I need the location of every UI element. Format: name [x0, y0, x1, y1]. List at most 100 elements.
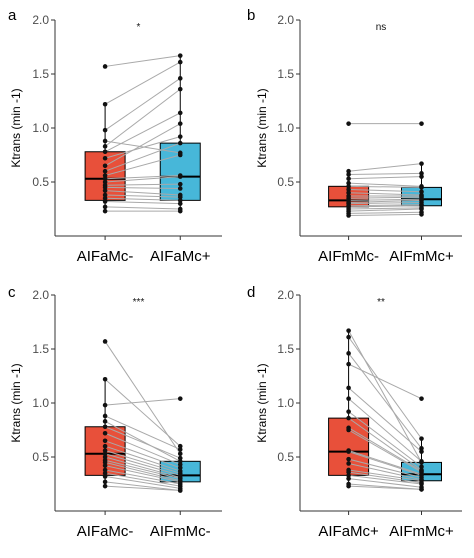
point-a-left-8 — [102, 168, 108, 174]
point-a-left-13 — [102, 185, 108, 190]
y-tick-label-b-2: 1.5 — [277, 67, 294, 81]
y-tick-label-a-0: 0.5 — [32, 175, 49, 189]
point-d-right-1 — [419, 436, 424, 441]
point-d-right-3 — [419, 396, 424, 401]
x-tick-label-d-1: AIFmMc+ — [389, 523, 454, 540]
y-tick-label-a-3: 2.0 — [32, 13, 49, 27]
pair-line-a-15 — [105, 194, 181, 198]
point-a-right-4 — [177, 86, 183, 92]
point-d-left-16 — [346, 473, 351, 478]
point-c-left-5 — [102, 424, 108, 430]
point-b-left-5 — [346, 184, 351, 189]
y-tick-label-b-3: 2.0 — [277, 13, 294, 27]
pair-line-c-12 — [104, 459, 181, 480]
point-a-left-15 — [102, 192, 108, 198]
pair-line-c-5 — [104, 426, 181, 459]
pair-line-a-16 — [105, 197, 181, 201]
point-a-left-19 — [102, 208, 108, 214]
point-a-right-5 — [177, 110, 183, 116]
pair-line-b-3 — [348, 176, 422, 180]
x-tick-label-c-0: AIFaMc- — [77, 523, 134, 540]
point-b-right-1 — [419, 161, 424, 166]
pair-line-c-19 — [105, 485, 181, 491]
point-c-right-6 — [177, 462, 183, 467]
pair-line-b-5 — [348, 185, 422, 188]
pair-line-d-17 — [348, 478, 422, 488]
x-tick-label-d-0: AIFaMc+ — [318, 523, 379, 540]
point-d-left-19 — [346, 483, 351, 489]
y-tick-label-c-0: 0.5 — [32, 450, 49, 464]
point-b-left-4 — [346, 180, 351, 186]
pair-line-b-15 — [348, 207, 422, 210]
point-b-left-0 — [346, 121, 351, 126]
point-c-right-5 — [177, 455, 183, 461]
pair-line-d-4 — [348, 387, 422, 452]
point-a-left-4 — [102, 144, 108, 149]
y-tick-label-b-1: 1.0 — [277, 121, 294, 135]
point-d-left-0 — [346, 328, 351, 333]
y-tick-label-c-2: 1.5 — [32, 342, 49, 356]
point-a-left-11 — [102, 179, 108, 185]
pair-line-a-12 — [105, 183, 181, 186]
point-d-right-19 — [419, 487, 424, 492]
pair-line-c-11 — [104, 456, 181, 479]
pair-line-a-4 — [104, 88, 181, 147]
pair-line-b-1 — [348, 163, 422, 172]
point-b-left-7 — [346, 190, 351, 196]
point-d-right-6 — [419, 464, 424, 470]
point-c-left-19 — [102, 483, 108, 489]
pair-line-d-2 — [348, 353, 422, 449]
point-c-right-4 — [177, 459, 183, 464]
pair-line-c-15 — [105, 469, 181, 485]
y-axis-label-c: Ktrans (min -1) — [9, 363, 23, 442]
point-c-left-6 — [102, 430, 108, 436]
point-a-right-19 — [177, 208, 183, 214]
point-c-right-0 — [177, 451, 183, 457]
pair-line-a-17 — [105, 200, 181, 205]
pair-line-a-8 — [104, 142, 181, 172]
pair-line-b-9 — [348, 196, 422, 199]
point-c-left-13 — [102, 460, 108, 465]
pair-line-c-7 — [104, 440, 181, 469]
point-d-left-2 — [346, 351, 351, 356]
point-c-right-1 — [177, 443, 183, 449]
point-c-left-0 — [102, 339, 108, 344]
point-a-right-13 — [177, 186, 183, 191]
point-d-left-3 — [346, 361, 351, 367]
point-d-left-4 — [346, 385, 351, 391]
significance-label-a: * — [137, 22, 141, 33]
point-a-right-9 — [177, 152, 183, 158]
point-d-left-1 — [346, 334, 351, 340]
point-b-right-18 — [419, 212, 424, 217]
x-tick-label-a-0: AIFaMc- — [77, 248, 134, 265]
significance-label-c: *** — [133, 297, 145, 308]
point-c-right-3 — [177, 447, 183, 452]
point-d-left-15 — [346, 469, 351, 475]
significance-label-d: ** — [377, 297, 385, 308]
pair-line-a-10 — [105, 175, 181, 180]
pair-line-b-13 — [348, 204, 422, 207]
pair-line-b-16 — [348, 208, 422, 212]
point-b-right-6 — [419, 189, 424, 195]
point-a-right-12 — [177, 181, 183, 187]
pair-line-a-14 — [105, 190, 181, 196]
pair-line-c-13 — [104, 461, 181, 482]
pair-line-d-1 — [348, 336, 422, 439]
pair-line-b-17 — [348, 211, 422, 214]
point-c-left-4 — [102, 419, 108, 424]
pair-line-b-4 — [348, 182, 422, 187]
point-c-right-19 — [177, 488, 183, 493]
pair-line-c-9 — [104, 450, 181, 474]
point-b-left-18 — [346, 213, 351, 218]
point-a-right-7 — [177, 121, 183, 126]
x-tick-label-a-1: AIFaMc+ — [150, 248, 211, 265]
significance-label-b: ns — [376, 22, 387, 33]
point-a-left-16 — [102, 195, 108, 201]
point-a-left-0 — [102, 64, 108, 69]
point-c-right-2 — [177, 396, 183, 401]
point-c-left-2 — [102, 402, 108, 408]
pair-line-b-2 — [348, 172, 422, 175]
y-tick-label-d-0: 0.5 — [277, 450, 294, 464]
pair-line-b-7 — [348, 192, 422, 196]
pair-line-a-3 — [105, 140, 181, 154]
